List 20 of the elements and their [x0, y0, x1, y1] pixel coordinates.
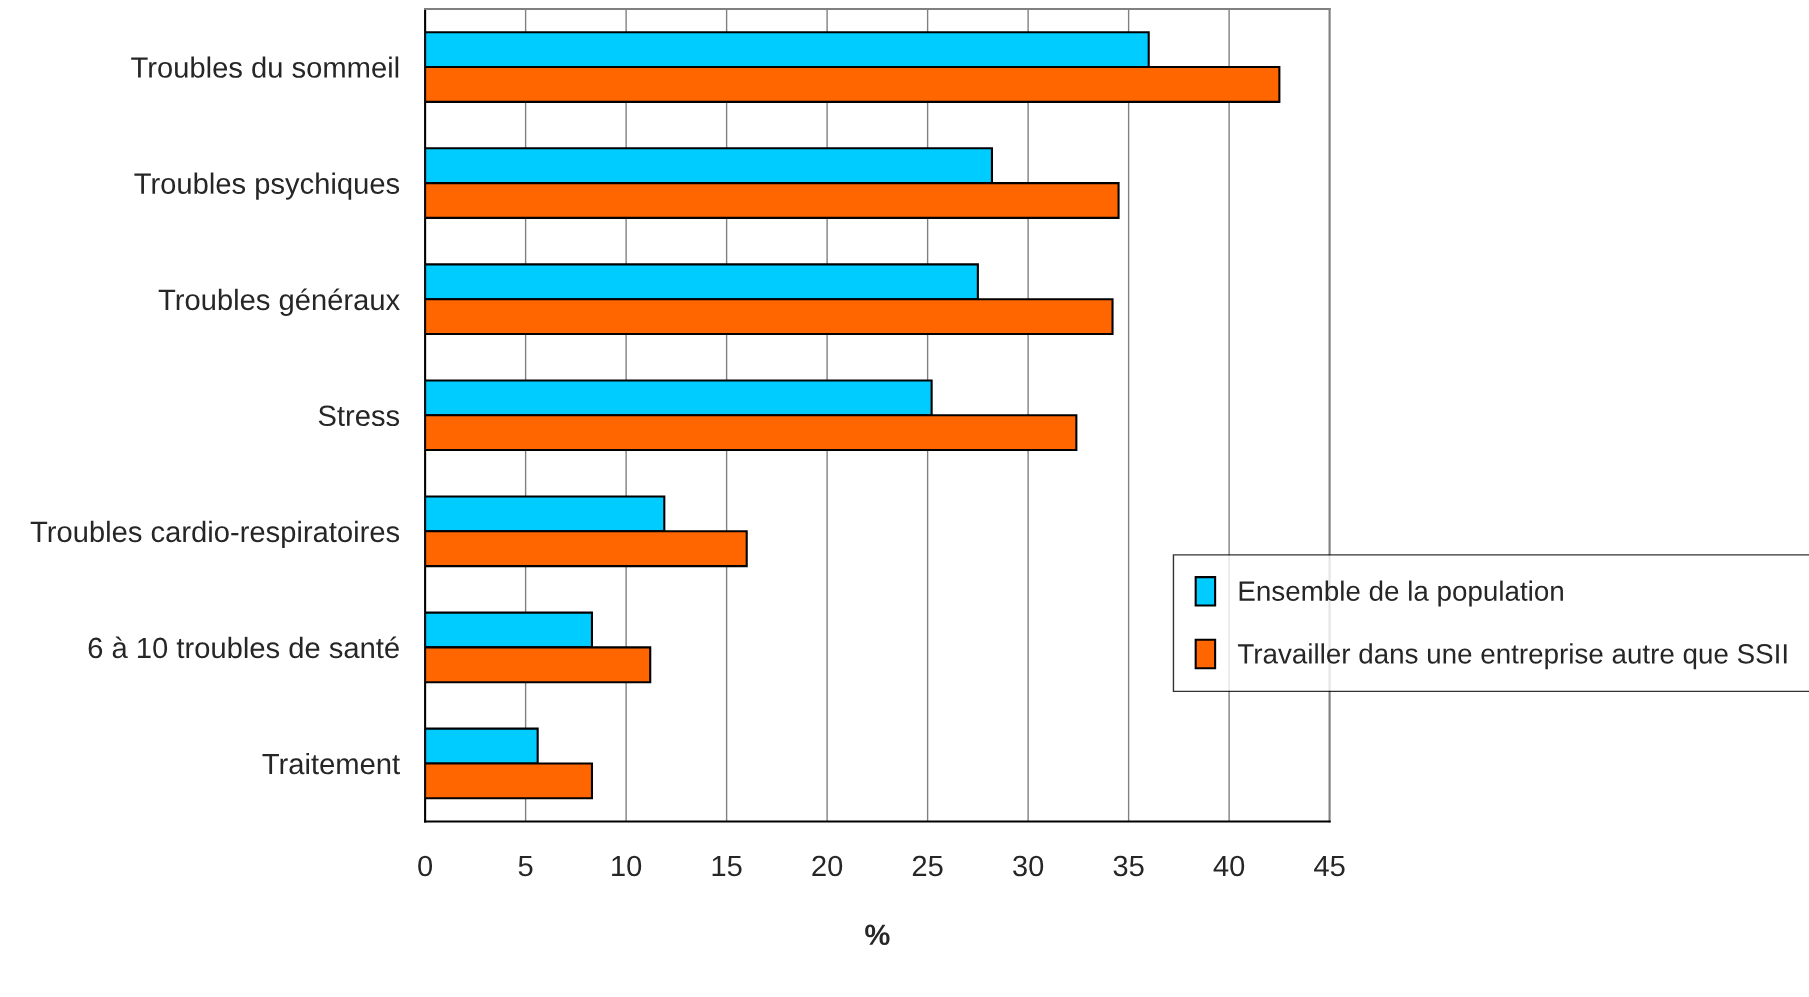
x-tick-label: 20 — [812, 855, 843, 877]
x-tick-label: 0 — [418, 855, 433, 877]
y-tick-label: Troubles du sommeil — [131, 56, 399, 78]
x-tick-label: 40 — [1213, 855, 1245, 877]
y-tick-label: Traitement — [262, 752, 400, 775]
x-tick-label: 5 — [518, 855, 533, 877]
x-tick-label: 10 — [612, 855, 642, 877]
y-tick-label: Troubles cardio-respiratoires — [30, 520, 400, 548]
y-tick-label: Stress — [318, 405, 400, 427]
x-tick-label: 45 — [1314, 855, 1345, 877]
legend-label: Travailler dans une entreprise autre que SSII — [1237, 643, 1787, 670]
x-tick-label: 35 — [1113, 855, 1144, 877]
x-axis-title: % — [865, 924, 890, 946]
y-tick-label: 6 à 10 troubles de santé — [88, 636, 399, 659]
x-tick-label: 30 — [1013, 855, 1044, 877]
x-tick-label: 25 — [912, 855, 943, 877]
y-tick-label: Troubles généraux — [158, 288, 400, 316]
y-tick-label: Troubles psychiques — [134, 172, 400, 200]
legend-label: Ensemble de la population — [1239, 580, 1563, 607]
x-tick-label: 15 — [712, 855, 742, 877]
